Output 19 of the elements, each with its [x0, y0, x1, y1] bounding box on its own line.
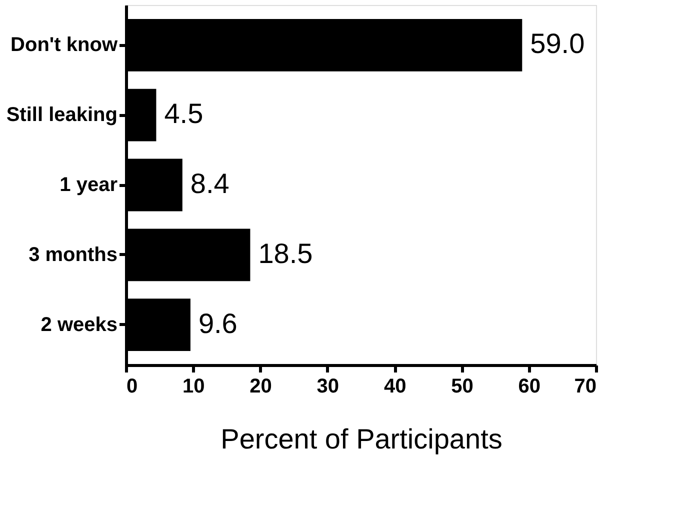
- y-tick-label: 2 weeks: [40, 314, 118, 336]
- x-axis-title: Percent of Participants: [220, 424, 502, 454]
- y-tick-label: 3 months: [28, 244, 118, 266]
- data-label: 4.5: [164, 98, 204, 130]
- data-label: 9.6: [198, 308, 238, 339]
- x-tick-label: 30: [316, 376, 340, 398]
- x-tick-label: 60: [518, 376, 540, 398]
- y-tick-label: Don't know: [10, 34, 118, 56]
- x-tick-label: 0: [126, 376, 138, 398]
- x-tick-label: 20: [250, 376, 272, 398]
- y-tick-label: Still leaking: [6, 104, 118, 126]
- data-label: 18.5: [258, 238, 313, 269]
- y-tick-label: 1 year: [60, 174, 118, 196]
- x-tick-label: 40: [384, 376, 406, 398]
- data-label: 8.4: [190, 168, 230, 199]
- x-tick-label: 70: [574, 376, 596, 398]
- x-tick-label: 50: [451, 376, 474, 398]
- data-label: 59.0: [530, 28, 585, 60]
- x-tick-label: 10: [182, 376, 205, 398]
